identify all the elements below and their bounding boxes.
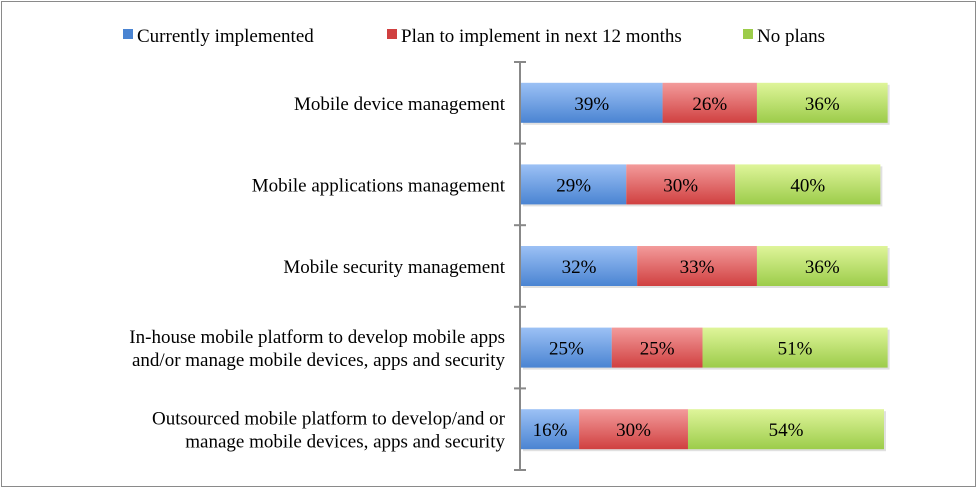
bar-segment	[521, 246, 638, 286]
bar-segment	[611, 327, 703, 368]
bar-segment	[521, 164, 627, 205]
data-label: 30%	[663, 175, 698, 196]
category-axis	[514, 61, 526, 471]
bar-segment	[756, 246, 888, 286]
bar-segment	[521, 409, 580, 450]
bar-segment	[756, 82, 888, 123]
category-label: manage mobile devices, apps and security	[185, 432, 505, 453]
data-label: 26%	[692, 94, 727, 115]
category-label: In-house mobile platform to develop mobi…	[129, 327, 505, 348]
legend-label: Currently implemented	[137, 26, 314, 47]
bar-segment	[687, 409, 884, 450]
bar-segment	[626, 164, 736, 205]
legend-swatch	[743, 29, 753, 39]
category-labels: Mobile device management Mobile applicati…	[129, 94, 505, 453]
data-label: 30%	[616, 420, 651, 441]
data-label: 51%	[778, 339, 813, 360]
data-label: 39%	[574, 94, 609, 115]
legend-swatch	[123, 29, 133, 39]
category-label: Mobile device management	[294, 94, 506, 115]
data-label: 36%	[805, 257, 840, 278]
data-label: 25%	[640, 339, 675, 360]
data-label: 16%	[533, 420, 568, 441]
data-label: 29%	[556, 175, 591, 196]
legend: Currently implemented Plan to implement i…	[123, 26, 825, 47]
bar-segment	[521, 82, 663, 123]
bar-segment	[735, 164, 881, 205]
category-label: Outsourced mobile platform to develop/an…	[152, 409, 506, 430]
legend-label: Plan to implement in next 12 months	[401, 26, 682, 47]
bar-segment	[579, 409, 688, 450]
data-label: 33%	[680, 257, 715, 278]
data-label: 25%	[549, 339, 584, 360]
bars: 39% 26% 36% 29% 30% 40% 32% 33% 36% 25% 25% 51% 16% 3…	[521, 82, 890, 452]
data-label: 54%	[769, 420, 804, 441]
bar-segment	[521, 327, 612, 368]
bar-segment	[637, 246, 757, 286]
category-label: and/or manage mobile devices, apps and s…	[132, 350, 506, 371]
category-label: Mobile applications management	[252, 175, 506, 196]
data-label: 36%	[805, 94, 840, 115]
legend-label: No plans	[757, 26, 825, 47]
data-label: 32%	[562, 257, 597, 278]
bar-segment	[702, 327, 888, 368]
legend-swatch	[387, 29, 397, 39]
data-label: 40%	[790, 175, 825, 196]
category-label: Mobile security management	[283, 257, 505, 278]
bar-segment	[662, 82, 757, 123]
